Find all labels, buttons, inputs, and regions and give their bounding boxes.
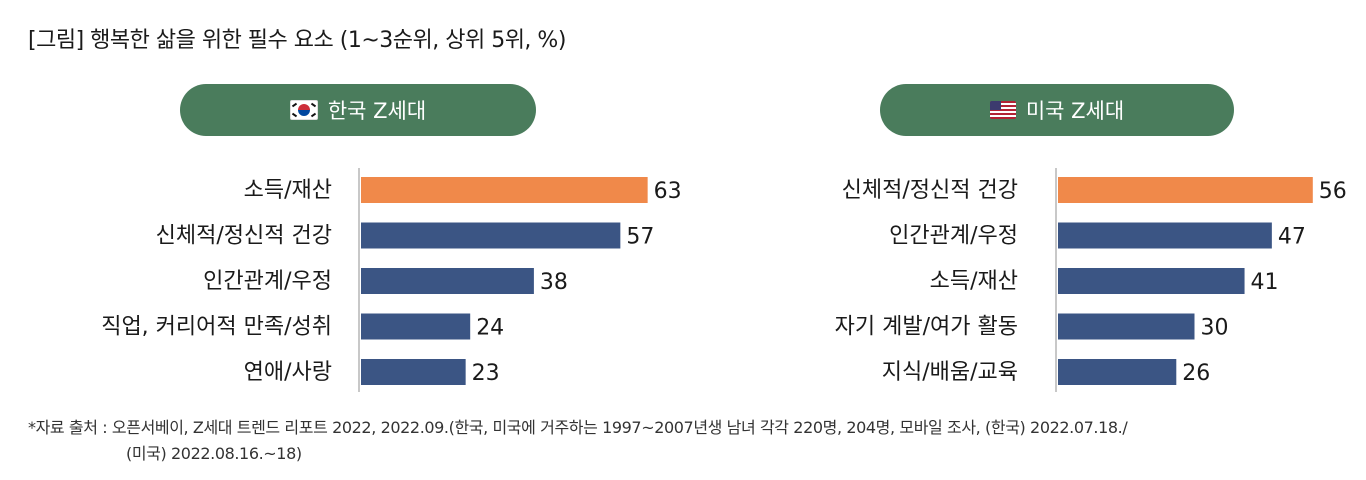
usa-value-label: 56 xyxy=(1319,179,1347,204)
chart-title: [그림] 행복한 삶을 위한 필수 요소 (1~3순위, 상위 5위, %) xyxy=(28,28,566,53)
usa-category-label: 자기 계발/여가 활동 xyxy=(835,315,1018,340)
usa-bar xyxy=(1058,268,1245,294)
korea-bar xyxy=(361,222,621,249)
usa-category-label: 신체적/정신적 건강 xyxy=(842,178,1018,203)
usa-bar xyxy=(1058,222,1272,249)
korea-value-label: 23 xyxy=(472,361,500,386)
korea-value-label: 38 xyxy=(540,270,568,295)
usa-group-label: 미국 Z세대 xyxy=(1025,99,1125,123)
source-note-continued: (미국) 2022.08.16.~18) xyxy=(126,444,302,463)
korea-value-label: 63 xyxy=(654,179,682,204)
korea-category-label: 신체적/정신적 건강 xyxy=(156,224,332,249)
usa-bar xyxy=(1058,359,1177,385)
korea-bar xyxy=(361,268,534,294)
usa-value-label: 47 xyxy=(1278,225,1306,250)
korea-bar xyxy=(361,359,466,385)
korea-category-label: 연애/사랑 xyxy=(244,360,332,385)
korea-flag-icon xyxy=(289,100,318,120)
korea-bar xyxy=(361,313,471,340)
korea-group-header: 한국 Z세대 xyxy=(180,84,536,136)
usa-value-label: 26 xyxy=(1182,361,1210,386)
usa-category-label: 인간관계/우정 xyxy=(889,224,1018,249)
usa-category-label: 지식/배움/교육 xyxy=(882,360,1018,385)
korea-category-label: 직업, 커리어적 만족/성취 xyxy=(101,315,332,340)
usa-value-label: 41 xyxy=(1251,270,1279,295)
usa-flag-icon xyxy=(989,101,1016,119)
usa-category-label: 소득/재산 xyxy=(930,269,1018,294)
korea-value-label: 24 xyxy=(476,316,504,341)
korea-value-label: 57 xyxy=(626,225,654,250)
source-note: *자료 출처 : 오픈서베이, Z세대 트렌드 리포트 2022, 2022.0… xyxy=(28,418,1128,437)
korea-group-label: 한국 Z세대 xyxy=(327,99,427,123)
usa-bar xyxy=(1058,313,1195,340)
korea-category-label: 소득/재산 xyxy=(244,178,332,203)
korea-category-label: 인간관계/우정 xyxy=(203,269,332,294)
usa-value-label: 30 xyxy=(1201,316,1229,341)
korea-bar xyxy=(361,177,648,203)
usa-group-header: 미국 Z세대 xyxy=(880,84,1234,136)
usa-bar xyxy=(1058,177,1313,203)
